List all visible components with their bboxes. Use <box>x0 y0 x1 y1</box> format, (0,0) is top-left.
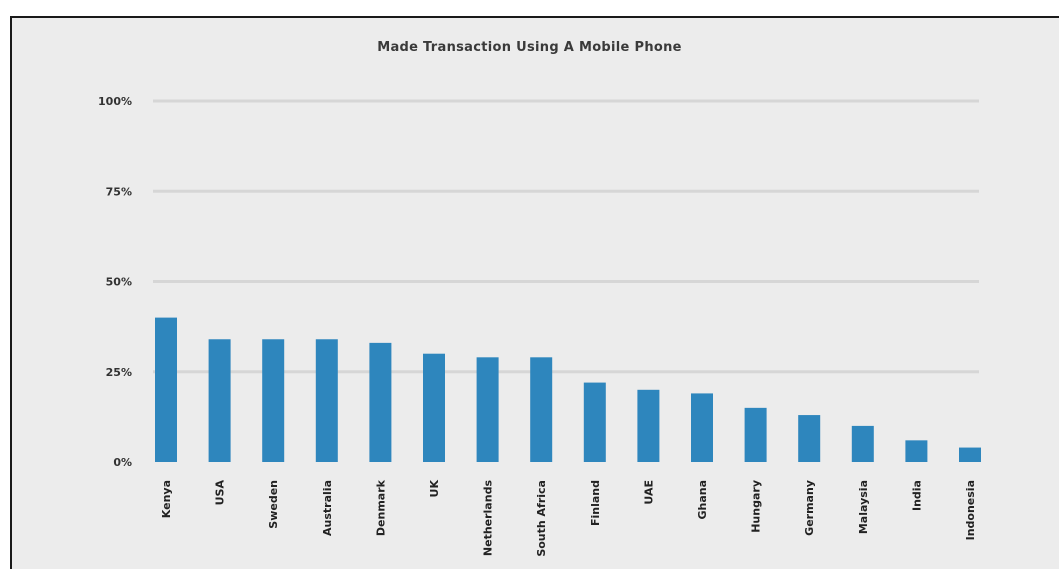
x-tick-label: South Africa <box>535 480 548 557</box>
x-tick-label: Ghana <box>696 480 709 520</box>
x-tick-label: Malaysia <box>857 480 870 534</box>
bar-ghana <box>691 393 713 462</box>
x-tick-label: Netherlands <box>482 480 495 557</box>
x-tick-label: Germany <box>803 480 816 536</box>
x-tick-label: Hungary <box>750 480 763 533</box>
x-tick-label: Indonesia <box>964 480 977 540</box>
bar-australia <box>315 339 338 462</box>
x-tick-label: Kenya <box>160 480 173 518</box>
chart-title: Made Transaction Using A Mobile Phone <box>377 40 682 55</box>
y-tick-label: 50% <box>106 276 132 289</box>
bar-sweden <box>262 339 285 462</box>
chart-frame <box>10 16 1059 569</box>
y-tick-label: 0% <box>113 456 132 469</box>
x-tick-label: USA <box>214 480 227 506</box>
x-axis-labels: Kenya USA Sweden Australia Denmark UK Netherla… <box>160 479 977 556</box>
y-tick-label: 25% <box>106 366 132 379</box>
bars <box>155 317 981 462</box>
y-axis-ticks: 0% 25% 50% 75% 100% <box>98 95 132 469</box>
bar-denmark <box>369 342 392 462</box>
gridlines <box>153 99 979 374</box>
bar-malaysia <box>851 425 874 462</box>
x-tick-label: Finland <box>589 480 602 526</box>
bar-south-africa <box>530 357 553 462</box>
x-tick-label: UK <box>428 480 441 498</box>
y-tick-label: 75% <box>106 185 132 198</box>
bar-kenya <box>155 317 177 462</box>
x-tick-label: Denmark <box>374 479 387 536</box>
bar-finland <box>583 382 606 462</box>
bar-germany <box>798 415 821 462</box>
bar-india <box>905 440 928 462</box>
bar-indonesia <box>959 447 981 462</box>
bar-uae <box>637 389 660 462</box>
bar-uk <box>423 353 445 462</box>
x-tick-label: Australia <box>321 480 334 536</box>
bar-usa <box>208 339 231 462</box>
bar-netherlands <box>476 357 499 462</box>
bar-hungary <box>744 407 767 462</box>
x-tick-label: India <box>910 480 923 511</box>
x-tick-label: UAE <box>642 480 655 505</box>
y-tick-label: 100% <box>98 95 132 108</box>
x-tick-label: Sweden <box>267 480 280 529</box>
